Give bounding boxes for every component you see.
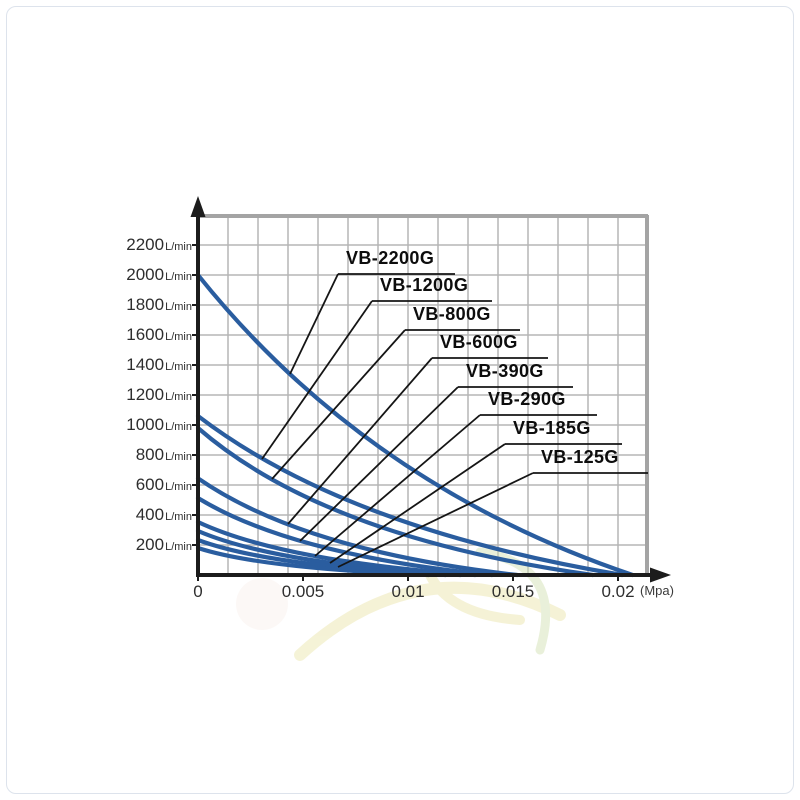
callout-leader (314, 414, 481, 557)
grid (197, 214, 649, 576)
watermark-arc (475, 547, 551, 655)
callout-leader (329, 443, 506, 564)
x-tick-label: 0.01 (391, 582, 425, 601)
y-tick-label: 1200L/min (0, 385, 192, 407)
y-tick-unit: L/min (165, 451, 192, 463)
x-tick-label: 0.005 (281, 582, 325, 601)
curve-VB-1200G (195, 413, 625, 578)
watermark-arc (294, 581, 566, 661)
series-label-VB-1200G: VB-1200G (380, 275, 469, 295)
series-label-VB-290G: VB-290G (488, 389, 566, 409)
y-tick-unit: L/min (165, 421, 192, 433)
y-tick-label: 400L/min (0, 505, 192, 527)
y-tick-unit: L/min (165, 511, 192, 523)
y-tick-unit: L/min (165, 361, 192, 373)
y-tick-unit: L/min (165, 241, 192, 253)
curves (195, 272, 635, 578)
x-axis-arrow-icon (650, 567, 671, 583)
watermark (236, 547, 566, 661)
y-tick-unit: L/min (165, 271, 192, 283)
x-tick-label: 0 (193, 582, 203, 601)
y-tick-label: 2200L/min (0, 235, 192, 257)
y-tick-value: 1400 (126, 355, 165, 374)
y-tick-label: 1400L/min (0, 355, 192, 377)
x-axis-unit-label: (Mpa) (640, 583, 674, 598)
y-tick-unit: L/min (165, 331, 192, 343)
y-tick-label: 2000L/min (0, 265, 192, 287)
curve-VB-2200G (195, 272, 635, 578)
y-tick-value: 400 (135, 505, 165, 524)
y-tick-value: 1000 (126, 415, 165, 434)
series-label-VB-390G: VB-390G (466, 361, 544, 381)
x-tick-label: 0.015 (491, 582, 535, 601)
y-tick-label: 1000L/min (0, 415, 192, 437)
y-tick-value: 200 (135, 535, 165, 554)
series-label-VB-185G: VB-185G (513, 418, 591, 438)
y-tick-value: 1600 (126, 325, 165, 344)
y-tick-value: 800 (135, 445, 165, 464)
y-tick-unit: L/min (165, 541, 192, 553)
curve-VB-600G (195, 476, 520, 578)
series-label-VB-800G: VB-800G (413, 304, 491, 324)
series-label-VB-2200G: VB-2200G (346, 248, 435, 268)
y-tick-label: 200L/min (0, 535, 192, 557)
y-tick-value: 600 (135, 475, 165, 494)
y-tick-label: 1800L/min (0, 295, 192, 317)
y-tick-value: 2000 (126, 265, 165, 284)
x-tick-label: 0.02 (601, 582, 635, 601)
callout-leader (289, 273, 339, 375)
callout-leader (287, 357, 433, 525)
y-tick-label: 1600L/min (0, 325, 192, 347)
callout-leader (337, 472, 534, 568)
curve-VB-800G (195, 425, 595, 578)
series-label-VB-600G: VB-600G (440, 332, 518, 352)
y-axis-arrow-icon (190, 196, 206, 217)
watermark-arc (425, 570, 525, 625)
y-tick-value: 1800 (126, 295, 165, 314)
axes (190, 196, 671, 583)
y-tick-label: 800L/min (0, 445, 192, 467)
y-tick-unit: L/min (165, 391, 192, 403)
y-tick-value: 2200 (126, 235, 165, 254)
watermark-blob (236, 578, 288, 630)
y-tick-unit: L/min (165, 481, 192, 493)
curve-VB-390G (195, 496, 495, 578)
y-tick-label: 600L/min (0, 475, 192, 497)
callout-leader (261, 300, 373, 460)
y-tick-unit: L/min (165, 301, 192, 313)
y-tick-value: 1200 (126, 385, 165, 404)
callout-leader (299, 386, 459, 542)
series-label-VB-125G: VB-125G (541, 447, 619, 467)
callout-leaders (261, 273, 648, 568)
callout-leader (271, 329, 406, 480)
